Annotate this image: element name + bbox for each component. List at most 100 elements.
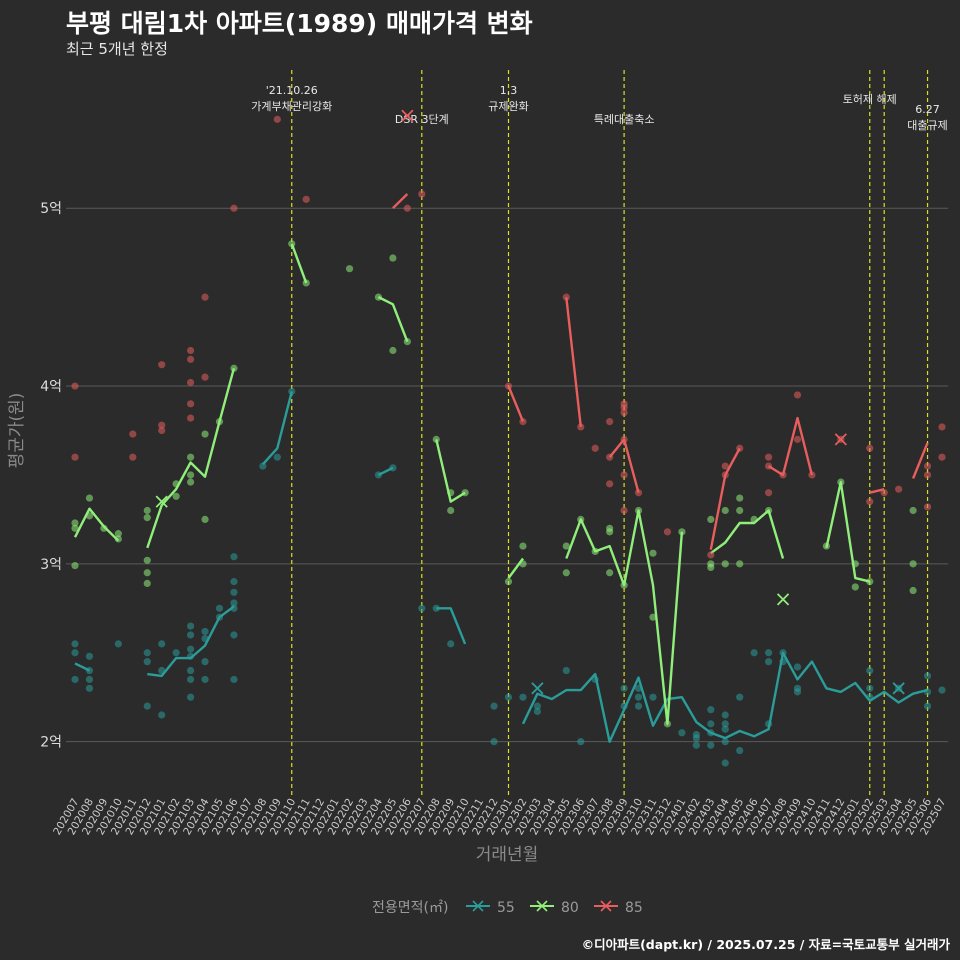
- data-point: [201, 373, 209, 381]
- event-label: '21.10.26: [266, 84, 318, 97]
- event-label: 가계부채관리강화: [251, 100, 332, 113]
- cancelled-mark: [155, 495, 168, 508]
- data-point: [707, 720, 715, 728]
- y-tick-label: 3억: [40, 557, 62, 573]
- data-point: [851, 560, 859, 568]
- data-point: [114, 530, 122, 538]
- data-point: [519, 542, 527, 550]
- data-point: [765, 658, 773, 666]
- data-point: [345, 265, 354, 273]
- data-point: [230, 578, 238, 586]
- data-point: [71, 524, 79, 532]
- series-80: [71, 240, 917, 728]
- data-point: [172, 492, 180, 500]
- data-point: [606, 418, 614, 426]
- data-point: [562, 542, 570, 550]
- data-point: [707, 515, 715, 524]
- chart-title: 부평 대림1차 아파트(1989) 매매가격 변화: [66, 9, 533, 38]
- data-point: [187, 378, 195, 387]
- data-point: [620, 506, 628, 515]
- legend-swatch-x: [472, 900, 484, 912]
- data-point: [158, 421, 166, 429]
- data-point: [707, 563, 715, 572]
- data-point: [389, 254, 397, 262]
- data-point: [663, 528, 672, 536]
- data-point: [909, 506, 917, 515]
- data-point: [201, 293, 209, 301]
- y-axis-title: 평균가(원): [7, 393, 27, 469]
- data-point: [187, 471, 195, 479]
- data-point: [230, 631, 238, 639]
- source-caption: ©디아파트(dapt.kr) / 2025.07.25 / 자료=국토교통부 실…: [581, 937, 950, 952]
- data-point: [100, 524, 108, 532]
- data-point: [866, 666, 874, 675]
- data-point: [721, 738, 729, 746]
- series-85: [71, 109, 946, 559]
- data-point: [187, 400, 195, 408]
- y-tick-label: 2억: [40, 735, 62, 751]
- cancelled-mark: [401, 109, 414, 122]
- data-point: [85, 675, 94, 684]
- data-point: [606, 480, 614, 488]
- data-point: [721, 711, 729, 719]
- data-point: [71, 453, 79, 461]
- data-point: [418, 604, 426, 612]
- data-point: [938, 453, 946, 461]
- data-point: [302, 279, 310, 287]
- data-point: [591, 444, 599, 452]
- data-point: [273, 453, 281, 461]
- data-point: [187, 666, 195, 675]
- event-label: 특례대출축소: [594, 113, 655, 126]
- data-point: [403, 337, 411, 346]
- data-point: [504, 578, 513, 586]
- data-point: [721, 725, 729, 733]
- data-point: [938, 423, 946, 431]
- data-point: [85, 652, 94, 660]
- data-point: [736, 494, 744, 502]
- data-point: [765, 453, 773, 461]
- data-point: [909, 560, 917, 568]
- data-point: [71, 649, 79, 657]
- data-point: [71, 519, 79, 527]
- legend-title: 전용면적(㎡): [372, 900, 448, 916]
- data-point: [158, 361, 166, 369]
- data-point: [562, 666, 570, 675]
- data-point: [577, 738, 585, 746]
- data-point: [866, 684, 874, 692]
- legend-label: 80: [561, 900, 579, 916]
- data-point: [172, 649, 180, 657]
- data-point: [85, 494, 94, 502]
- data-point: [692, 730, 700, 739]
- data-point: [519, 560, 527, 568]
- data-point: [620, 471, 628, 479]
- cancelled-mark: [531, 682, 544, 695]
- data-point: [707, 706, 715, 714]
- data-point: [201, 627, 209, 636]
- data-point: [750, 649, 758, 657]
- y-tick-label: 5억: [40, 201, 62, 217]
- data-point: [114, 640, 122, 648]
- data-point: [750, 515, 758, 524]
- data-point: [143, 649, 151, 657]
- data-point: [721, 506, 729, 515]
- data-point: [230, 588, 238, 596]
- data-point: [143, 514, 151, 522]
- data-point: [577, 423, 585, 431]
- data-point: [187, 346, 195, 355]
- cancelled-mark: [776, 593, 790, 606]
- data-point: [201, 515, 209, 524]
- data-point: [721, 560, 729, 568]
- data-point: [302, 195, 310, 203]
- data-point: [201, 658, 209, 666]
- data-point: [923, 462, 932, 470]
- data-point: [187, 631, 195, 639]
- data-point: [634, 489, 643, 497]
- data-point: [143, 556, 151, 564]
- data-point: [403, 204, 411, 212]
- legend-swatch-x: [536, 900, 548, 912]
- data-point: [187, 453, 195, 461]
- data-point: [793, 688, 802, 696]
- data-point: [187, 414, 195, 422]
- data-point: [187, 675, 195, 684]
